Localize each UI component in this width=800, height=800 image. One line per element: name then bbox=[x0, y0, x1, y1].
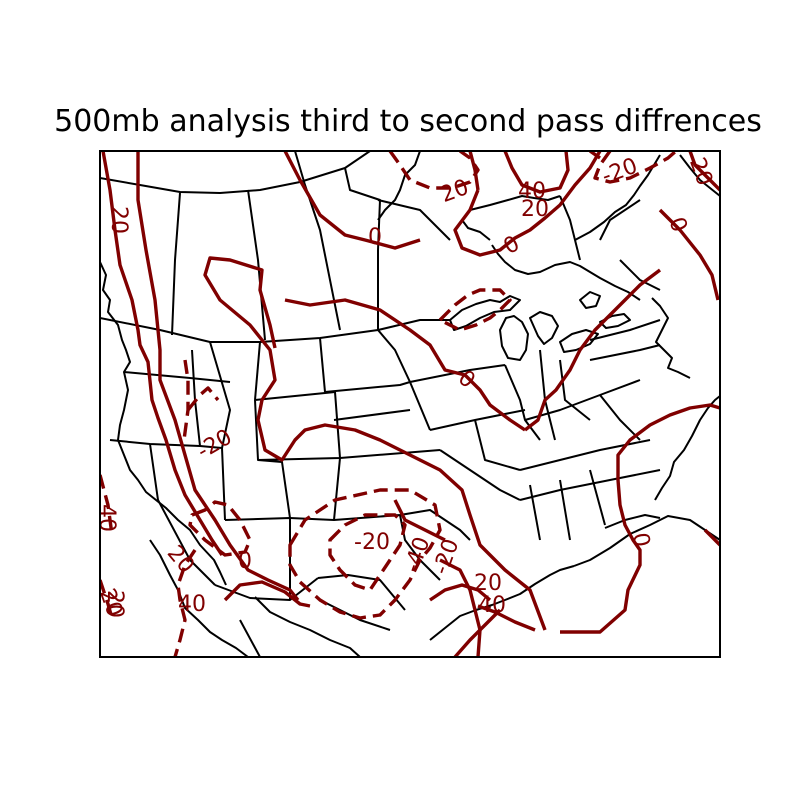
contour-label: 40 bbox=[478, 593, 506, 618]
contour-label: 40 bbox=[178, 592, 206, 617]
contour-label: 20 bbox=[474, 571, 502, 596]
map-frame bbox=[99, 150, 721, 658]
coastlines bbox=[100, 151, 720, 657]
contour-label: 0 bbox=[238, 549, 252, 574]
contour-label: 20 bbox=[106, 206, 131, 234]
map-title: 500mb analysis third to second pass diff… bbox=[54, 104, 762, 139]
contour-lines bbox=[100, 151, 720, 657]
contour-label: -20 bbox=[354, 530, 390, 555]
contour-label: -20 bbox=[193, 425, 237, 465]
contour-label: 40 bbox=[94, 504, 119, 532]
contour-label: 0 bbox=[627, 531, 654, 549]
contour-label: 40 bbox=[518, 179, 546, 204]
contour-label: 20 bbox=[437, 175, 472, 208]
contour-label: 20 bbox=[102, 590, 127, 618]
contour-label: 20 bbox=[162, 541, 199, 579]
contour-label: 0 bbox=[368, 225, 382, 250]
contour-label: 20 bbox=[521, 197, 549, 222]
